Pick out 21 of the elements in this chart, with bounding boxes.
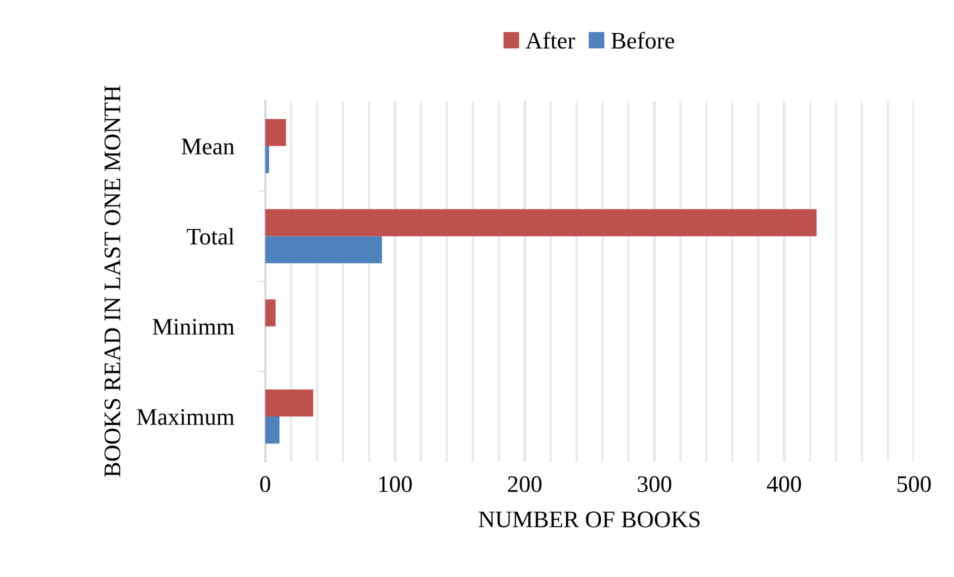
y-tick-label: Total (186, 228, 234, 245)
bar (265, 389, 314, 417)
x-tick-label: 300 (638, 476, 672, 492)
y-axis-title: BOOKS READ IN LAST ONE MONTH (104, 86, 120, 477)
bar (265, 119, 286, 146)
bar (265, 299, 276, 326)
x-axis-title: NUMBER OF BOOKS (478, 512, 700, 528)
x-tick-label: 400 (766, 476, 801, 492)
x-tick-label: 200 (508, 476, 542, 492)
legend-label: Before (611, 32, 674, 49)
x-tick-label: 500 (898, 476, 931, 492)
bar (265, 236, 382, 264)
x-tick-label: 100 (379, 476, 412, 492)
x-tick-label: 0 (260, 476, 270, 492)
bar (265, 146, 270, 174)
bar (265, 416, 280, 444)
y-tick-label: Maximum (136, 409, 234, 425)
legend-label: After (526, 32, 576, 49)
bar (265, 209, 817, 236)
y-tick-label: Minimm (152, 318, 234, 335)
y-tick-label: Mean (182, 138, 234, 154)
